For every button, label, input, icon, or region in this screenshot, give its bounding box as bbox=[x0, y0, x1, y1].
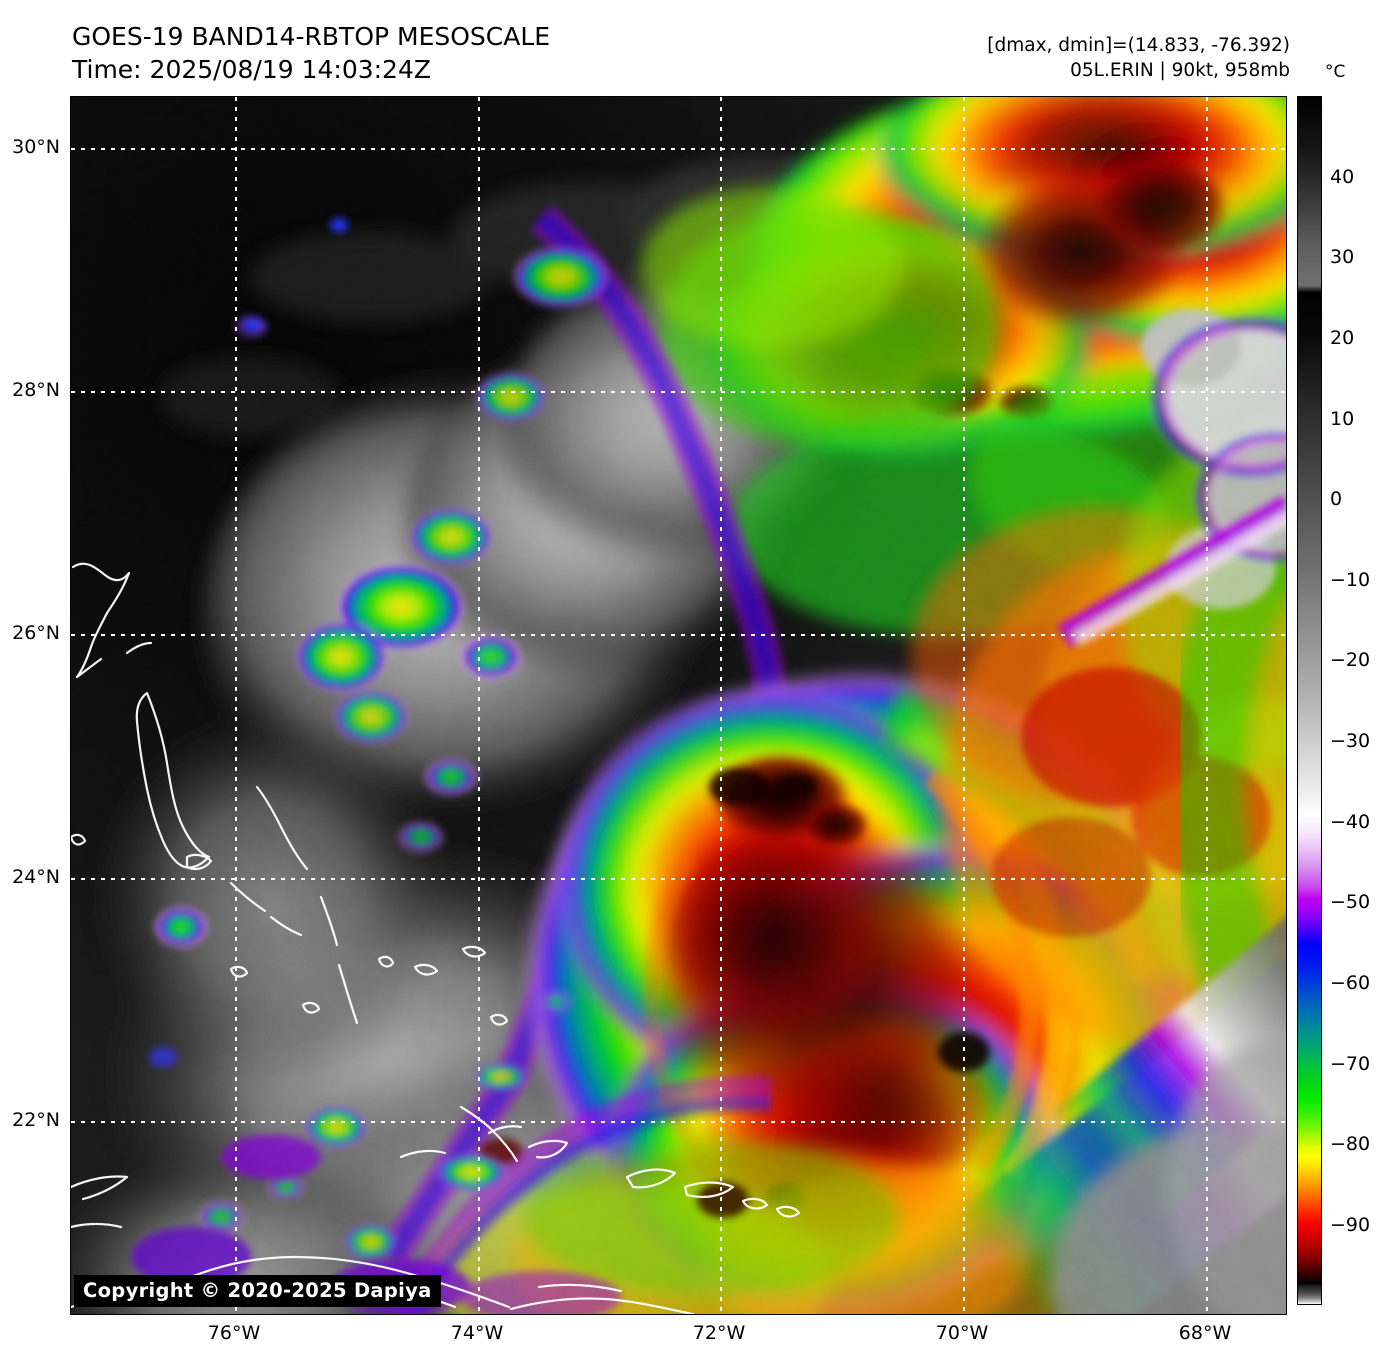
cbtick-label-20: 20 bbox=[1330, 327, 1355, 349]
ytick-label-22n: 22°N bbox=[12, 1109, 60, 1131]
ytick-label-24n: 24°N bbox=[12, 866, 60, 888]
cbtick-label-30: 30 bbox=[1330, 246, 1355, 268]
ytick-label-28n: 28°N bbox=[12, 379, 60, 401]
cbtick-label-minus-70: −70 bbox=[1330, 1053, 1371, 1075]
ytick-label-26n: 26°N bbox=[12, 622, 60, 644]
temperature-colorbar[interactable] bbox=[1297, 96, 1322, 1305]
xtick-label-68w: 68°W bbox=[1178, 1322, 1232, 1344]
colorbar-gradient bbox=[1298, 97, 1321, 1304]
cbtick-label-minus-60: −60 bbox=[1330, 972, 1371, 994]
storm-info-label: 05L.ERIN | 90kt, 958mb bbox=[1070, 60, 1290, 81]
cbtick-label-minus-10: −10 bbox=[1330, 569, 1371, 591]
cbtick-label-10: 10 bbox=[1330, 408, 1355, 430]
cbtick-label-minus-20: −20 bbox=[1330, 649, 1371, 671]
cbtick-label-0: 0 bbox=[1330, 488, 1343, 510]
cbtick-label-minus-50: −50 bbox=[1330, 891, 1371, 913]
dmax-dmin-label: [dmax, dmin]=(14.833, -76.392) bbox=[987, 35, 1290, 56]
copyright-notice: Copyright © 2020-2025 Dapiya bbox=[74, 1275, 441, 1307]
xtick-label-70w: 70°W bbox=[935, 1322, 989, 1344]
colorbar-unit-label: °C bbox=[1325, 62, 1346, 82]
ytick-label-30n: 30°N bbox=[12, 136, 60, 158]
metadata-block: [dmax, dmin]=(14.833, -76.392) 05L.ERIN … bbox=[987, 33, 1290, 83]
xtick-label-74w: 74°W bbox=[450, 1322, 504, 1344]
cbtick-label-minus-80: −80 bbox=[1330, 1133, 1371, 1155]
page-title: GOES-19 BAND14-RBTOP MESOSCALE Time: 202… bbox=[72, 20, 550, 86]
xtick-label-76w: 76°W bbox=[207, 1322, 261, 1344]
cbtick-label-minus-30: −30 bbox=[1330, 730, 1371, 752]
time-line: Time: 2025/08/19 14:03:24Z bbox=[72, 55, 431, 84]
ir-satellite-imagery bbox=[71, 97, 1286, 1314]
cbtick-label-40: 40 bbox=[1330, 166, 1355, 188]
cbtick-label-minus-90: −90 bbox=[1330, 1214, 1371, 1236]
cbtick-label-minus-40: −40 bbox=[1330, 811, 1371, 833]
satellite-image-plot[interactable]: Copyright © 2020-2025 Dapiya bbox=[70, 96, 1287, 1315]
title-line: GOES-19 BAND14-RBTOP MESOSCALE bbox=[72, 22, 551, 51]
xtick-label-72w: 72°W bbox=[692, 1322, 746, 1344]
